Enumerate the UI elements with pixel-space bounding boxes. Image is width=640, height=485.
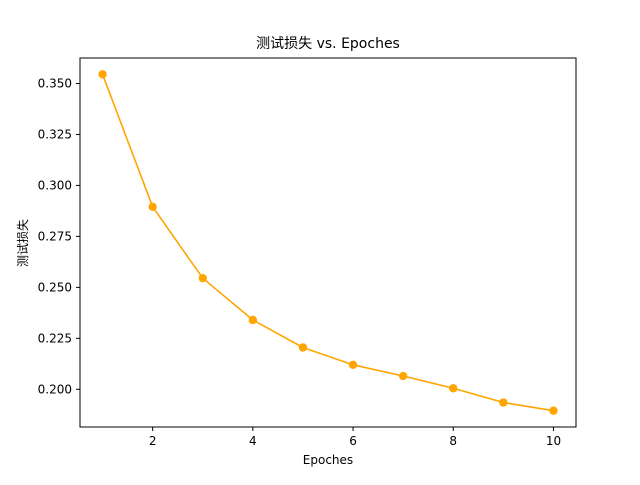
data-point	[348, 360, 358, 370]
data-point	[148, 202, 157, 212]
x-axis-label: Epoches	[303, 453, 353, 467]
y-tick-label: 0.275	[38, 229, 72, 243]
data-point	[298, 343, 308, 352]
y-tick-label: 0.350	[38, 76, 72, 90]
data-point	[499, 398, 508, 407]
data-point	[248, 315, 258, 325]
x-tick-label: 6	[349, 434, 357, 448]
x-tick-label: 8	[449, 434, 457, 448]
y-tick-label: 0.325	[38, 127, 72, 141]
x-tick-label: 2	[149, 434, 157, 448]
y-tick-label: 0.300	[38, 178, 72, 192]
y-tick-label: 0.225	[38, 331, 72, 345]
chart-title: 测试损失 vs. Epoches	[256, 36, 400, 52]
series-line	[101, 74, 554, 412]
y-axis-label: 测试损失	[15, 219, 30, 267]
data-point	[398, 371, 408, 381]
data-point	[98, 70, 107, 79]
x-tick-label: 10	[546, 434, 561, 448]
x-tick-label: 4	[249, 434, 257, 448]
y-tick-label: 0.250	[38, 280, 72, 294]
data-point	[549, 406, 558, 415]
plot-area: 2 4 6 8 10 0.200 0.225 0.250 0.275 0.300 0.325 0.35…	[38, 57, 577, 448]
axes-frame	[79, 57, 577, 428]
data-point	[449, 384, 458, 393]
y-tick-label: 0.200	[38, 382, 72, 396]
data-point	[198, 273, 207, 283]
